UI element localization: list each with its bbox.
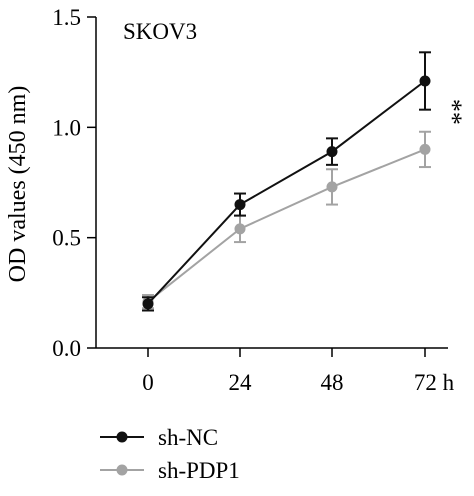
series-line: [147, 148, 426, 303]
x-tick-label: 24: [229, 370, 253, 395]
data-point: [419, 75, 431, 87]
y-tick-label: 1.0: [52, 115, 81, 140]
y-tick-label: 0.0: [52, 336, 81, 361]
x-tick-label: 0: [142, 370, 154, 395]
data-point: [234, 199, 246, 211]
y-axis-label: OD values (450 nm): [5, 86, 31, 283]
significance-annotation: **: [438, 99, 467, 125]
data-point: [142, 298, 154, 310]
panel-label: SKOV3: [123, 19, 197, 44]
axes: [87, 16, 448, 357]
legend: sh-NC sh-PDP1: [100, 425, 240, 483]
data-point: [419, 143, 431, 155]
legend-marker: [116, 464, 128, 476]
legend-item-sh-PDP1: sh-PDP1: [100, 458, 240, 483]
y-tick-label: 1.5: [52, 5, 81, 30]
series-layer: [142, 51, 431, 312]
series-line: [147, 80, 426, 305]
data-point: [234, 223, 246, 235]
data-point: [326, 146, 338, 158]
x-tick-label: 72 h: [414, 370, 455, 395]
y-tick-label: 0.5: [52, 226, 81, 251]
legend-label: sh-NC: [158, 425, 218, 450]
text-layer: SKOV3 OD values (450 nm) 0.0 0.5 1.0 1.5 0 24…: [5, 5, 467, 395]
legend-label: sh-PDP1: [158, 458, 240, 483]
legend-item-sh-NC: sh-NC: [100, 425, 218, 450]
legend-marker: [116, 431, 128, 443]
x-tick-label: 48: [321, 370, 344, 395]
series-sh-NC: [142, 51, 431, 312]
data-point: [326, 181, 338, 193]
series-sh-PDP1: [142, 130, 431, 310]
